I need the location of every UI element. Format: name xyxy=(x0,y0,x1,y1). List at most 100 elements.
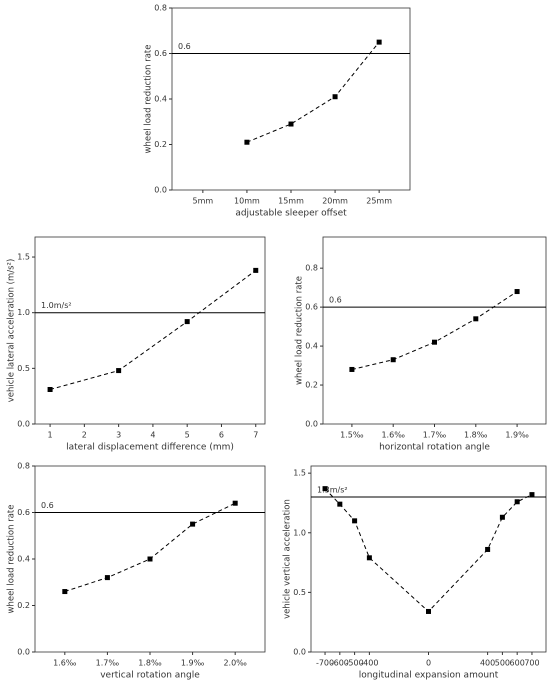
x-tick-label: -400 xyxy=(360,659,378,668)
data-point xyxy=(390,357,396,363)
x-tick-label: 1.7‰ xyxy=(423,431,447,440)
plot-frame xyxy=(171,7,411,191)
x-tick-label: 500 xyxy=(495,659,510,668)
x-tick-label: 1.8‰ xyxy=(138,659,162,668)
data-point xyxy=(104,575,110,581)
data-line xyxy=(49,269,256,390)
x-axis-label: horizontal rotation angle xyxy=(379,443,490,453)
y-tick-label: 0.8 xyxy=(305,264,318,273)
x-tick-label: 400 xyxy=(480,659,495,668)
y-tick-label: 0.0 xyxy=(17,420,30,429)
x-tick-label: 1.9‰ xyxy=(505,431,529,440)
x-tick-label: 1.6‰ xyxy=(53,659,77,668)
data-point xyxy=(337,501,343,507)
x-tick-label: 700 xyxy=(524,659,539,668)
y-tick-label: 0.5 xyxy=(293,588,306,597)
y-tick-label: 0.6 xyxy=(17,508,30,517)
x-tick-label: 3 xyxy=(116,431,121,440)
data-line xyxy=(351,291,518,370)
data-point xyxy=(332,94,338,100)
y-tick-label: 0.8 xyxy=(154,4,167,13)
x-tick-label: 1 xyxy=(48,431,53,440)
y-tick-label: 0.0 xyxy=(293,648,306,657)
data-point xyxy=(47,386,53,392)
x-axis-label: longitudinal expansion amount xyxy=(359,671,499,681)
y-tick-label: 0.6 xyxy=(305,303,318,312)
x-tick-label: 20mm xyxy=(322,197,348,206)
data-point xyxy=(376,39,382,45)
reference-label: 1.3m/s² xyxy=(317,486,348,495)
data-point xyxy=(322,486,328,492)
x-tick-label: 1.8‰ xyxy=(464,431,488,440)
plot-frame xyxy=(322,236,547,425)
data-point xyxy=(349,366,355,372)
data-point xyxy=(514,289,520,295)
y-tick-label: 0.0 xyxy=(305,420,318,429)
x-tick-label: 5 xyxy=(185,431,190,440)
x-tick-label: 4 xyxy=(150,431,155,440)
data-point xyxy=(485,546,491,552)
y-tick-label: 0.2 xyxy=(17,601,30,610)
y-tick-label: 1.0 xyxy=(17,308,30,317)
data-point xyxy=(499,514,505,520)
data-point xyxy=(190,521,196,527)
x-tick-label: 2.0‰ xyxy=(223,659,247,668)
y-axis-label: wheel load reduction rate xyxy=(7,505,17,614)
y-tick-label: 0.4 xyxy=(17,555,30,564)
x-tick-label: 1.6‰ xyxy=(381,431,405,440)
data-point xyxy=(244,139,250,145)
y-tick-label: 0.4 xyxy=(154,95,167,104)
data-point xyxy=(366,555,372,561)
x-tick-label: 600 xyxy=(510,659,525,668)
y-axis-label: wheel load reduction rate xyxy=(144,45,154,154)
data-point xyxy=(432,339,437,345)
reference-label: 0.6 xyxy=(329,296,342,305)
x-tick-label: 5mm xyxy=(193,197,214,206)
data-point xyxy=(473,316,479,322)
y-tick-label: 1.5 xyxy=(17,253,30,262)
y-tick-label: 0.5 xyxy=(17,364,30,373)
x-tick-label: 2 xyxy=(82,431,87,440)
y-tick-label: 0.6 xyxy=(154,49,167,58)
plot-frame xyxy=(34,236,266,425)
data-point xyxy=(514,499,520,505)
y-tick-label: 0.0 xyxy=(17,648,30,657)
y-axis-label: vehicle lateral acceleration (m/s²) xyxy=(7,259,17,403)
y-axis-label: vehicle vertical acceleration xyxy=(283,499,293,619)
y-tick-label: 0.8 xyxy=(17,462,30,471)
x-tick-label: 1.5‰ xyxy=(340,431,364,440)
x-tick-label: 6 xyxy=(219,431,224,440)
y-tick-label: 1.5 xyxy=(293,469,306,478)
x-axis-label: lateral displacement difference (mm) xyxy=(66,443,234,453)
data-point xyxy=(147,556,153,562)
y-tick-label: 0.2 xyxy=(305,381,318,390)
data-point xyxy=(62,589,68,595)
data-point xyxy=(426,608,431,614)
data-point xyxy=(116,368,122,374)
data-line xyxy=(324,488,533,613)
plot-frame xyxy=(310,465,547,653)
y-axis-label: wheel load reduction rate xyxy=(295,276,305,385)
y-tick-label: 0.2 xyxy=(154,140,167,149)
x-tick-label: 25mm xyxy=(366,197,392,206)
reference-label: 1.0m/s² xyxy=(41,301,72,310)
y-tick-label: 0.4 xyxy=(305,342,318,351)
x-tick-label: 0 xyxy=(426,659,431,668)
x-tick-label: 1.9‰ xyxy=(181,659,205,668)
x-tick-label: -600 xyxy=(331,659,349,668)
data-line xyxy=(64,502,236,592)
x-axis-label: vertical rotation angle xyxy=(100,671,200,681)
x-axis-label: adjustable sleeper offset xyxy=(235,209,347,219)
data-point xyxy=(288,121,294,127)
x-tick-label: 10mm xyxy=(234,197,260,206)
x-tick-label: 1.7‰ xyxy=(96,659,120,668)
x-tick-label: -500 xyxy=(346,659,364,668)
data-point xyxy=(184,319,190,325)
reference-label: 0.6 xyxy=(178,42,191,51)
data-point xyxy=(253,267,259,273)
plot-frame xyxy=(34,465,266,653)
x-tick-label: 7 xyxy=(253,431,258,440)
data-line xyxy=(246,41,380,143)
y-tick-label: 1.0 xyxy=(293,528,306,537)
